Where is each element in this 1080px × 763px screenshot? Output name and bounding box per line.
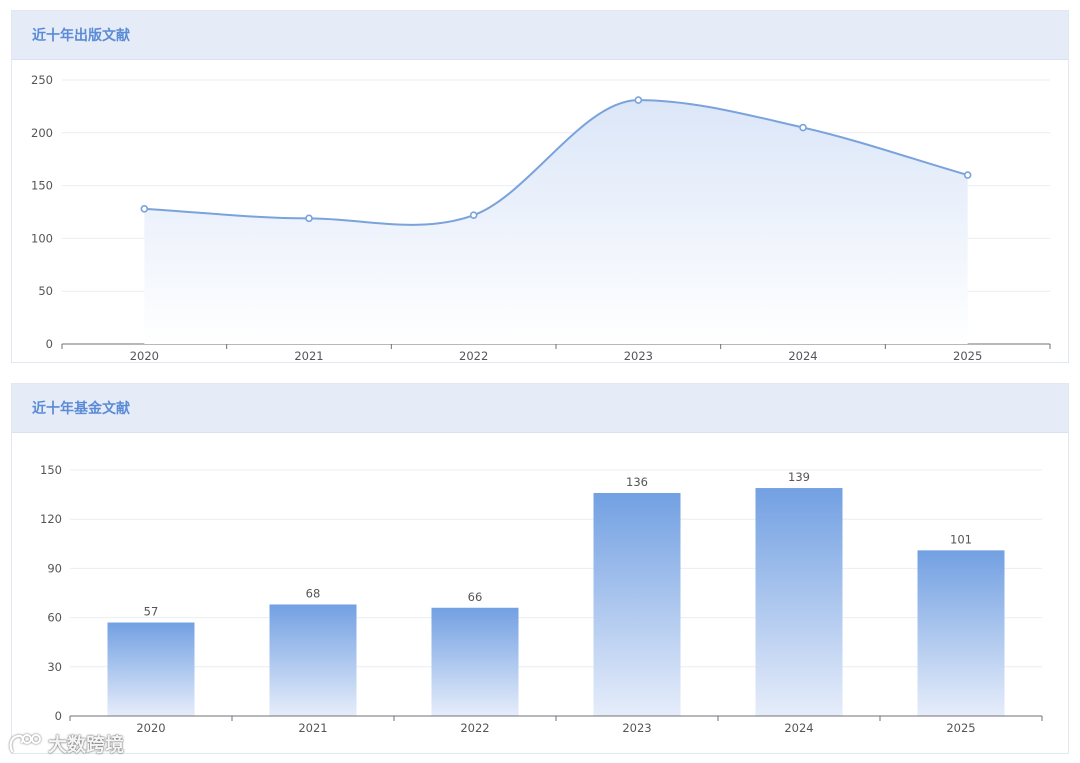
funding-bar-chart: 0 30 60 90 120 150 57 68 66 136 139 101 2020 2021 2022… — [40, 463, 1043, 735]
x-tick-label: 2021 — [298, 721, 327, 735]
x-tick-label: 2020 — [130, 349, 159, 363]
x-tick-label: 2024 — [784, 721, 813, 735]
data-label: 139 — [788, 470, 810, 484]
data-point — [634, 96, 643, 104]
bar — [269, 604, 357, 716]
area-fill — [144, 100, 968, 344]
bar — [755, 488, 843, 716]
y-tick-label: 150 — [31, 179, 53, 193]
publications-line-chart: 0 50 100 150 200 250 2020 2021 2022 2023 2024 2025 — [31, 73, 1051, 363]
y-tick-label: 150 — [40, 463, 62, 477]
x-tick-label: 2025 — [953, 349, 982, 363]
bar — [107, 622, 195, 716]
publications-panel-header: 近十年出版文献 — [12, 11, 1068, 60]
watermark-text: 大数跨境 — [48, 733, 125, 756]
y-tick-label: 120 — [40, 512, 62, 526]
data-label: 68 — [306, 586, 321, 600]
y-tick-label: 0 — [55, 709, 62, 723]
data-label: 136 — [626, 475, 648, 489]
x-tick-label: 2023 — [622, 721, 651, 735]
y-tick-label: 50 — [38, 284, 53, 298]
data-point — [140, 205, 149, 213]
publications-chart-title: 近十年出版文献 — [32, 28, 130, 44]
data-label: 101 — [950, 532, 972, 546]
data-label: 66 — [468, 590, 483, 604]
brand-logo-icon — [9, 734, 41, 753]
y-tick-label: 30 — [47, 660, 62, 674]
x-tick-label: 2022 — [459, 349, 488, 363]
data-point — [305, 214, 313, 223]
publications-panel: 近十年出版文献 0 50 100 150 200 250 2020 2021 2022 2023 2… — [11, 10, 1069, 363]
bar — [917, 550, 1005, 716]
data-point — [469, 211, 478, 219]
x-tick-label: 2025 — [946, 721, 975, 735]
x-tick-label: 2024 — [788, 349, 817, 363]
y-tick-label: 200 — [31, 126, 53, 140]
funding-panel: 近十年基金文献 0 30 60 90 120 150 57 68 66 136 139 101 2020… — [11, 383, 1069, 754]
x-tick-label: 2022 — [460, 721, 489, 735]
y-tick-label: 100 — [31, 231, 53, 245]
data-point — [963, 171, 972, 179]
x-tick-label: 2021 — [294, 349, 323, 363]
bar — [593, 492, 681, 716]
x-tick-label: 2020 — [136, 721, 165, 735]
data-point — [799, 123, 807, 132]
y-tick-label: 60 — [47, 611, 62, 625]
y-tick-label: 0 — [46, 337, 53, 351]
series-line — [144, 99, 968, 226]
y-tick-label: 90 — [47, 561, 62, 575]
x-tick-label: 2023 — [624, 349, 653, 363]
funding-chart-title: 近十年基金文献 — [32, 401, 130, 417]
watermark: 大数跨境 — [8, 728, 124, 758]
funding-panel-header: 近十年基金文献 — [12, 384, 1068, 433]
y-tick-label: 250 — [31, 73, 53, 87]
bar — [431, 607, 519, 716]
data-label: 57 — [144, 605, 159, 619]
